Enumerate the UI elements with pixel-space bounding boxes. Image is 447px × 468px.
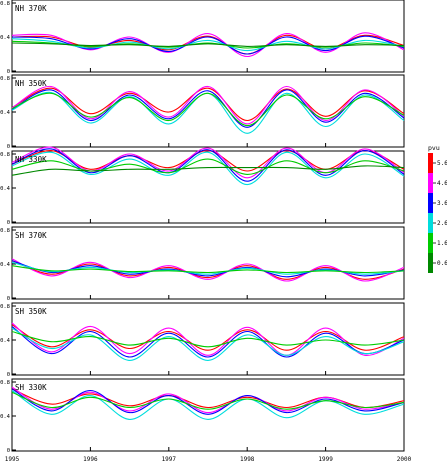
panel-label: NH 370K bbox=[15, 4, 47, 13]
legend-label: 3.6 bbox=[437, 200, 447, 207]
y-tick-label: 0.4 bbox=[0, 414, 11, 420]
legend-swatch bbox=[428, 233, 433, 253]
y-tick-label: 0.4 bbox=[0, 338, 11, 344]
panel-frame bbox=[11, 226, 405, 300]
panel-label: NH 350K bbox=[15, 79, 47, 88]
series-line bbox=[11, 391, 405, 410]
legend-label: 1.6 bbox=[437, 240, 447, 247]
series-line bbox=[11, 165, 405, 176]
series-line bbox=[11, 324, 405, 351]
x-tick-label: 1996 bbox=[83, 456, 98, 463]
series-line bbox=[11, 258, 405, 282]
legend-title: pvu bbox=[428, 144, 440, 152]
y-tick-label: 0.8 bbox=[0, 380, 10, 386]
series-line bbox=[11, 38, 405, 52]
y-tick-label: 0 bbox=[7, 296, 10, 302]
legend-label: 2.6 bbox=[437, 220, 447, 227]
y-tick-label: 0.8 bbox=[0, 152, 10, 158]
series-line bbox=[11, 325, 405, 358]
panel-frame bbox=[11, 0, 405, 73]
legend-label: 5.6 bbox=[437, 160, 447, 167]
series-line bbox=[11, 158, 405, 175]
y-tick-label: 0.4 bbox=[0, 110, 11, 116]
series-line bbox=[11, 260, 405, 280]
y-tick-label: 0 bbox=[7, 144, 10, 150]
series-line bbox=[11, 388, 405, 415]
x-tick-label: 1998 bbox=[240, 456, 255, 463]
legend-swatch bbox=[428, 193, 433, 213]
legend-label: 0.6 bbox=[437, 260, 447, 267]
legend-swatch bbox=[428, 213, 433, 233]
y-tick-label: 0 bbox=[7, 372, 10, 378]
series-line bbox=[11, 92, 405, 127]
panel-label: SH 370K bbox=[15, 231, 47, 240]
x-tick-label: 1995 bbox=[5, 456, 20, 463]
y-tick-label: 0.4 bbox=[0, 35, 11, 41]
panel-label: SH 350K bbox=[15, 307, 47, 316]
panel-frame bbox=[11, 74, 405, 148]
series-line bbox=[11, 151, 405, 186]
x-tick-label: 2000 bbox=[397, 456, 412, 463]
y-tick-label: 0.4 bbox=[0, 186, 11, 192]
panel-frame bbox=[11, 378, 405, 452]
y-tick-label: 0 bbox=[7, 69, 10, 75]
y-tick-label: 0.8 bbox=[0, 304, 10, 310]
series-line bbox=[11, 89, 405, 128]
series-line bbox=[11, 148, 405, 182]
series-line bbox=[11, 42, 405, 47]
y-tick-label: 0.8 bbox=[0, 1, 10, 7]
panel-label: NH 330K bbox=[15, 155, 47, 164]
panel-label: SH 330K bbox=[15, 383, 47, 392]
series-line bbox=[11, 330, 405, 348]
y-tick-label: 0.4 bbox=[0, 262, 11, 268]
panel-frame bbox=[11, 302, 405, 376]
legend-swatch bbox=[428, 153, 433, 173]
legend-swatch bbox=[428, 173, 433, 193]
y-tick-label: 0.8 bbox=[0, 76, 10, 82]
legend-label: 4.6 bbox=[437, 180, 447, 187]
series-line bbox=[11, 87, 405, 122]
series-line bbox=[11, 146, 405, 179]
y-tick-label: 0.8 bbox=[0, 228, 10, 234]
panel-frame bbox=[11, 150, 405, 224]
series-line bbox=[11, 91, 405, 134]
legend-swatch bbox=[428, 253, 433, 273]
y-tick-label: 0 bbox=[7, 220, 10, 226]
x-tick-label: 1997 bbox=[162, 456, 177, 463]
y-tick-label: 0 bbox=[7, 448, 10, 454]
series-line bbox=[11, 265, 405, 274]
x-tick-label: 1999 bbox=[318, 456, 333, 463]
series-line bbox=[11, 322, 405, 356]
series-line bbox=[11, 386, 405, 414]
